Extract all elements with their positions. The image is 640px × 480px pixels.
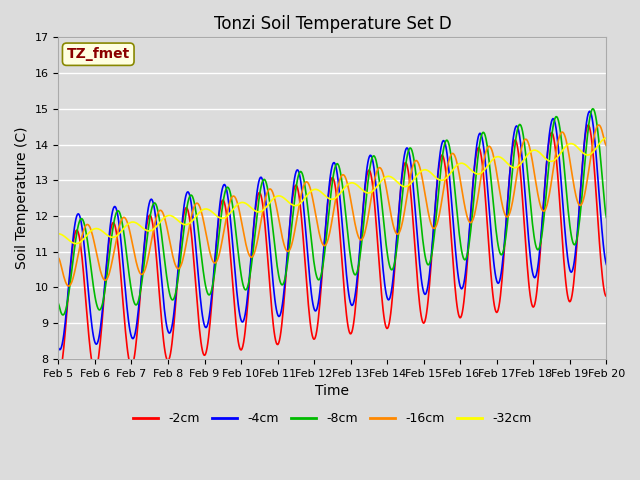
-8cm	[602, 215, 610, 220]
-4cm	[65, 278, 73, 284]
-8cm	[206, 291, 214, 297]
-32cm	[177, 220, 185, 226]
X-axis label: Time: Time	[316, 384, 349, 398]
-2cm	[399, 168, 407, 174]
-16cm	[54, 255, 62, 261]
-32cm	[400, 184, 408, 190]
-16cm	[602, 143, 610, 149]
-16cm	[65, 283, 73, 289]
-2cm	[65, 291, 72, 297]
-8cm	[416, 207, 424, 213]
-2cm	[121, 320, 129, 325]
-4cm	[206, 308, 214, 313]
-8cm	[122, 242, 129, 248]
-16cm	[206, 250, 214, 256]
Y-axis label: Soil Temperature (C): Soil Temperature (C)	[15, 127, 29, 269]
-4cm	[400, 157, 408, 163]
-2cm	[54, 374, 62, 380]
-4cm	[602, 262, 610, 267]
Line: -8cm: -8cm	[58, 109, 606, 315]
Title: Tonzi Soil Temperature Set D: Tonzi Soil Temperature Set D	[214, 15, 451, 33]
-4cm	[586, 108, 593, 114]
-8cm	[54, 300, 62, 306]
-8cm	[400, 180, 408, 185]
-2cm	[177, 241, 184, 247]
-8cm	[65, 288, 73, 294]
Line: -2cm: -2cm	[58, 125, 606, 377]
-16cm	[177, 262, 185, 268]
-4cm	[416, 261, 424, 267]
-16cm	[122, 216, 129, 221]
Text: TZ_fmet: TZ_fmet	[67, 47, 130, 61]
-16cm	[416, 164, 424, 170]
-2cm	[415, 294, 423, 300]
Legend: -2cm, -4cm, -8cm, -16cm, -32cm: -2cm, -4cm, -8cm, -16cm, -32cm	[128, 407, 536, 430]
Line: -4cm: -4cm	[58, 111, 606, 350]
-4cm	[56, 347, 64, 353]
-8cm	[59, 312, 67, 318]
-32cm	[122, 224, 129, 229]
-2cm	[602, 293, 610, 299]
Line: -16cm: -16cm	[58, 125, 606, 286]
-4cm	[122, 288, 129, 294]
-16cm	[65, 283, 72, 289]
-16cm	[595, 122, 603, 128]
-32cm	[65, 237, 72, 242]
-32cm	[206, 207, 214, 213]
Line: -32cm: -32cm	[58, 138, 606, 244]
-32cm	[54, 231, 62, 237]
-8cm	[589, 106, 596, 112]
-4cm	[177, 230, 185, 236]
-32cm	[416, 169, 424, 175]
-2cm	[584, 122, 592, 128]
-32cm	[602, 135, 610, 141]
-8cm	[177, 251, 185, 257]
-4cm	[54, 345, 62, 351]
-16cm	[400, 213, 408, 219]
-2cm	[205, 327, 213, 333]
-32cm	[72, 241, 80, 247]
